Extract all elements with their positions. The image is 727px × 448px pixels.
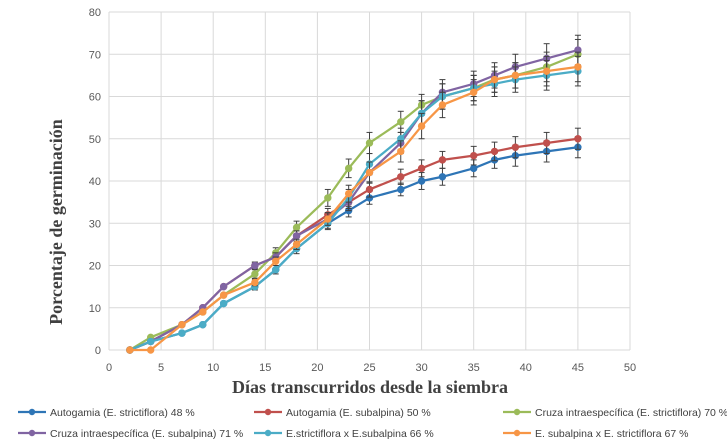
data-point xyxy=(542,67,551,75)
data-point xyxy=(438,101,447,109)
legend-marker xyxy=(264,429,272,437)
data-point xyxy=(292,232,301,240)
data-point xyxy=(146,346,155,354)
legend-label: Autogamia (E. strictiflora) 48 % xyxy=(50,407,195,419)
data-point xyxy=(219,291,228,299)
x-tick-label: 35 xyxy=(468,362,480,374)
data-point xyxy=(397,118,405,126)
data-point xyxy=(292,223,301,232)
legend-label: Autogamia (E. subalpina) 50 % xyxy=(286,407,431,419)
data-point xyxy=(470,151,478,160)
data-point xyxy=(344,164,353,173)
data-point xyxy=(292,240,301,249)
series-4 xyxy=(126,34,582,354)
x-tick-label: 10 xyxy=(207,362,219,374)
data-point xyxy=(365,185,374,194)
data-point xyxy=(511,71,520,80)
data-point xyxy=(470,164,478,173)
legend-item-2: Autogamia (E. subalpina) 50 % xyxy=(254,407,431,419)
data-point xyxy=(146,337,155,346)
y-tick-label: 30 xyxy=(89,218,101,230)
series-line xyxy=(129,146,579,352)
y-tick-label: 40 xyxy=(89,176,101,188)
data-point xyxy=(365,139,374,147)
x-tick-label: 5 xyxy=(158,362,164,374)
legend-marker xyxy=(264,408,272,416)
x-tick-label: 30 xyxy=(415,362,427,374)
y-axis-ticks: 0 10 20 30 40 50 60 70 80 xyxy=(89,7,101,357)
x-tick-label: 50 xyxy=(624,362,636,374)
legend-marker xyxy=(28,408,36,416)
legend-item-1: Autogamia (E. strictiflora) 48 % xyxy=(18,407,195,419)
legend-item-4: Cruza intraespecífica (E. subalpina) 71 … xyxy=(18,428,243,440)
y-axis-title: Porcentaje de germinación xyxy=(46,119,66,325)
legend: Autogamia (E. strictiflora) 48 % Autogami… xyxy=(18,407,727,440)
data-point xyxy=(324,215,332,223)
data-point xyxy=(272,257,280,265)
data-point xyxy=(490,147,499,156)
legend-label: E.strictiflora x E.subalpina 66 % xyxy=(286,428,434,440)
data-point xyxy=(397,173,405,181)
y-tick-label: 80 xyxy=(89,7,101,19)
x-axis-ticks: 0 5 10 15 20 25 30 35 40 45 50 xyxy=(106,362,636,374)
y-tick-label: 10 xyxy=(89,303,101,315)
data-point xyxy=(251,261,259,270)
data-point xyxy=(574,135,582,143)
x-tick-label: 15 xyxy=(259,362,271,374)
data-point xyxy=(126,346,134,354)
legend-item-3: Cruza intraespecífica (E. strictiflora) … xyxy=(503,407,727,419)
series-6 xyxy=(126,51,582,354)
series-group xyxy=(126,34,582,354)
data-point xyxy=(199,308,207,316)
x-tick-label: 40 xyxy=(520,362,532,374)
y-tick-label: 70 xyxy=(89,49,101,61)
x-tick-label: 0 xyxy=(106,362,112,374)
series-5 xyxy=(126,55,582,354)
legend-label: Cruza intraespecífica (E. subalpina) 71 … xyxy=(50,428,243,440)
y-tick-label: 20 xyxy=(89,261,101,273)
legend-label: E. subalpina x E. strictiflora 67 % xyxy=(535,428,689,440)
data-point xyxy=(574,63,582,71)
data-point xyxy=(417,122,426,130)
legend-marker xyxy=(513,408,521,416)
data-point xyxy=(490,75,499,84)
data-point xyxy=(397,185,405,194)
series-line xyxy=(129,53,579,351)
data-point xyxy=(199,320,207,329)
legend-marker xyxy=(28,429,36,437)
data-point xyxy=(178,320,186,329)
data-point xyxy=(344,189,353,198)
data-point xyxy=(365,168,374,177)
x-tick-label: 25 xyxy=(363,362,375,374)
legend-label: Cruza intraespecífica (E. strictiflora) … xyxy=(535,407,727,419)
data-point xyxy=(438,173,447,181)
series-1 xyxy=(126,136,582,354)
data-point xyxy=(219,299,228,308)
data-point xyxy=(251,270,259,278)
data-point xyxy=(178,329,186,337)
data-point xyxy=(397,147,405,156)
data-point xyxy=(219,282,228,291)
data-point xyxy=(438,156,447,164)
data-point xyxy=(542,139,551,147)
data-point xyxy=(272,266,280,274)
series-line xyxy=(129,137,579,352)
y-tick-label: 60 xyxy=(89,92,101,104)
data-point xyxy=(324,194,332,202)
data-point xyxy=(511,143,520,151)
y-tick-label: 50 xyxy=(89,134,101,146)
x-axis-title: Días transcurridos desde la siembra xyxy=(232,377,508,397)
x-tick-label: 45 xyxy=(572,362,584,374)
legend-marker xyxy=(513,429,521,437)
data-point xyxy=(251,278,259,287)
legend-item-6: E. subalpina x E. strictiflora 67 % xyxy=(503,428,689,440)
data-point xyxy=(470,88,478,96)
legend-item-5: E.strictiflora x E.subalpina 66 % xyxy=(254,428,434,440)
data-point xyxy=(417,164,426,173)
y-tick-label: 0 xyxy=(95,345,101,357)
x-tick-label: 20 xyxy=(311,362,323,374)
data-point xyxy=(417,177,426,185)
